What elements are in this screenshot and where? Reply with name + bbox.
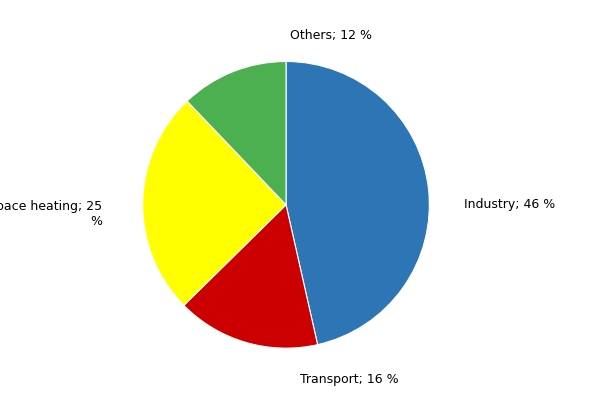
- Text: Industry; 46 %: Industry; 46 %: [464, 198, 555, 212]
- Text: Space heating; 25
%: Space heating; 25 %: [0, 199, 103, 227]
- Text: Others; 12 %: Others; 12 %: [290, 29, 371, 42]
- Text: Transport; 16 %: Transport; 16 %: [300, 373, 399, 386]
- Wedge shape: [286, 61, 429, 344]
- Wedge shape: [187, 61, 286, 205]
- Wedge shape: [184, 205, 317, 348]
- Wedge shape: [143, 101, 286, 306]
